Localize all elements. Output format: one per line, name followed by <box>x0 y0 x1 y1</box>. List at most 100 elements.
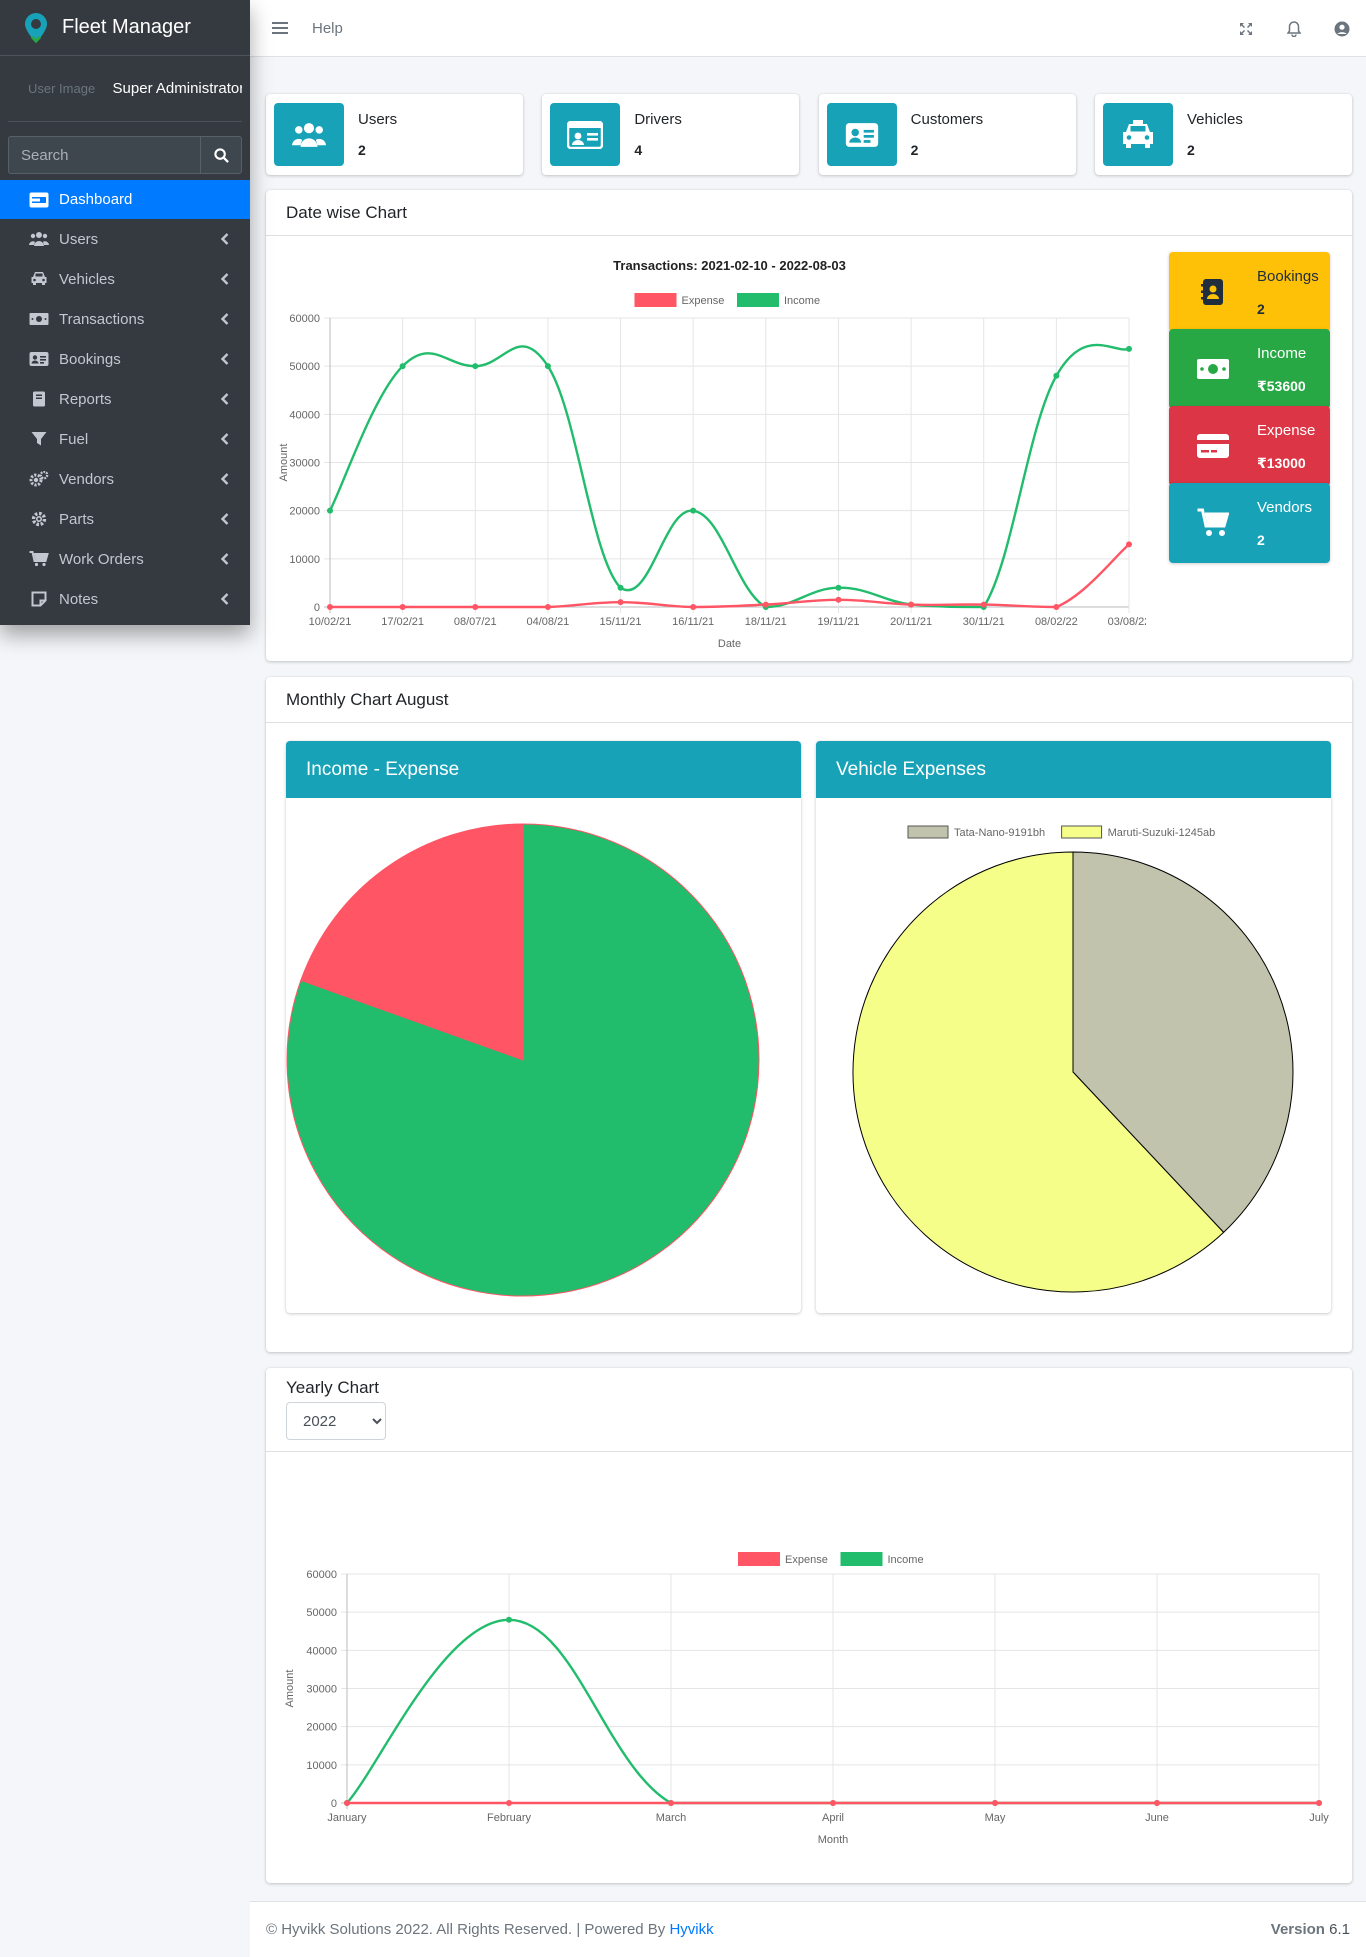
sidebar-item-transactions[interactable]: Transactions <box>0 299 250 339</box>
legend-item[interactable]: Tata-Nano-9191bh <box>907 825 1045 839</box>
money-bill-icon <box>1195 351 1231 387</box>
sidebar-item-notes[interactable]: Notes <box>0 579 250 619</box>
gear-icon <box>27 510 51 528</box>
data-point-expense[interactable] <box>617 599 624 606</box>
data-point-expense[interactable] <box>762 601 769 608</box>
data-point-expense[interactable] <box>992 1800 998 1806</box>
legend-item-expense[interactable]: Expense <box>634 293 725 307</box>
year-select[interactable]: 2022 <box>286 1402 386 1440</box>
summary-box-value: 2 <box>1257 301 1265 317</box>
pie-slice-expense[interactable] <box>300 823 524 1061</box>
info-box-label: Customers <box>910 111 984 128</box>
data-point-expense[interactable] <box>1053 604 1060 610</box>
info-box-users[interactable]: Users 2 <box>266 94 523 175</box>
help-link[interactable]: Help <box>312 19 343 37</box>
data-point-expense[interactable] <box>544 604 551 610</box>
sidebar-item-parts[interactable]: Parts <box>0 499 250 539</box>
sidebar-item-users[interactable]: Users <box>0 219 250 259</box>
data-point-income[interactable] <box>327 507 333 514</box>
x-axis-label: Month <box>818 1834 849 1846</box>
legend-swatch <box>634 293 677 307</box>
sidebar-item-work-orders[interactable]: Work Orders <box>0 539 250 579</box>
x-tick-label: January <box>327 1812 367 1824</box>
data-point-expense[interactable] <box>1154 1800 1160 1806</box>
data-point-expense[interactable] <box>327 604 333 610</box>
data-point-income[interactable] <box>1126 345 1132 352</box>
chevron-left-icon <box>220 273 229 285</box>
summary-box-vendors[interactable]: Vendors 2 <box>1169 483 1330 563</box>
data-point-income[interactable] <box>544 363 551 370</box>
fullscreen-button[interactable] <box>1222 22 1270 36</box>
legend-item-income[interactable]: Income <box>737 293 820 307</box>
data-point-income[interactable] <box>1053 372 1060 379</box>
avatar-alt-text: User Image <box>28 81 96 96</box>
data-point-income[interactable] <box>472 363 479 370</box>
version-label: Version <box>1270 1921 1325 1938</box>
sidebar-item-reports[interactable]: Reports <box>0 379 250 419</box>
y-tick-label: 20000 <box>289 506 320 518</box>
user-circle-icon <box>1334 21 1350 36</box>
sidebar-item-vendors[interactable]: Vendors <box>0 459 250 499</box>
pie-slice-income[interactable] <box>286 823 760 1297</box>
x-tick-label: June <box>1145 1812 1169 1824</box>
y-tick-label: 30000 <box>289 458 320 470</box>
data-point-income[interactable] <box>690 507 697 514</box>
data-point-expense[interactable] <box>506 1800 512 1806</box>
data-point-income[interactable] <box>835 584 842 591</box>
car-icon <box>27 270 51 288</box>
data-point-expense[interactable] <box>830 1800 836 1806</box>
data-point-expense[interactable] <box>668 1800 674 1806</box>
sidebar-item-fuel[interactable]: Fuel <box>0 419 250 459</box>
info-box-vehicles[interactable]: Vehicles 2 <box>1094 94 1352 175</box>
data-point-income[interactable] <box>506 1616 512 1623</box>
data-point-expense[interactable] <box>835 596 842 603</box>
search-button[interactable] <box>200 136 242 174</box>
search-input[interactable] <box>8 136 200 174</box>
data-point-expense[interactable] <box>1316 1800 1322 1806</box>
sidebar-item-vehicles[interactable]: Vehicles <box>0 259 250 299</box>
sidebar-item-bookings[interactable]: Bookings <box>0 339 250 379</box>
sidebar-item-dashboard[interactable]: Dashboard <box>0 180 250 219</box>
legend-item-expense[interactable]: Expense <box>738 1552 828 1566</box>
users-icon <box>27 230 51 248</box>
pie-slice-tata-nano-9191bh[interactable] <box>1072 851 1294 1234</box>
user-panel[interactable]: User Image Super Administrator <box>8 56 242 122</box>
x-tick-label: 18/11/21 <box>745 616 787 628</box>
summary-box-bookings[interactable]: Bookings 2 <box>1169 252 1330 332</box>
x-tick-label: July <box>1309 1812 1329 1824</box>
summary-box-label: Expense <box>1257 422 1316 439</box>
legend-item-income[interactable]: Income <box>840 1552 924 1566</box>
version-number: 6.1 <box>1329 1921 1350 1938</box>
notifications-button[interactable] <box>1270 20 1318 37</box>
legend-item[interactable]: Maruti-Suzuki-1245ab <box>1061 825 1216 839</box>
sidebar-item-label: Bookings <box>59 350 121 368</box>
data-point-expense[interactable] <box>1126 541 1132 548</box>
chevron-left-icon <box>220 473 229 485</box>
sidebar-search <box>8 136 242 174</box>
user-menu-button[interactable] <box>1318 21 1366 37</box>
pie-slice-maruti-suzuki-1245ab[interactable] <box>852 851 1225 1293</box>
data-point-income[interactable] <box>399 363 406 370</box>
summary-box-value: ₹53600 <box>1257 378 1306 394</box>
hyvikk-link[interactable]: Hyvikk <box>669 1921 714 1938</box>
data-point-expense[interactable] <box>908 601 915 608</box>
data-point-expense[interactable] <box>472 604 479 610</box>
user-name[interactable]: Super Administrator <box>112 80 242 97</box>
sidebar-item-label: Transactions <box>59 310 145 328</box>
data-point-expense[interactable] <box>980 601 987 608</box>
info-box-customers[interactable]: Customers 2 <box>818 94 1076 175</box>
footer: © Hyvikk Solutions 2022. All Rights Rese… <box>250 1901 1366 1957</box>
summary-box-expense[interactable]: Expense ₹13000 <box>1169 406 1330 486</box>
summary-box-income[interactable]: Income ₹53600 <box>1169 329 1330 409</box>
menu-icon[interactable] <box>272 21 288 35</box>
vehicle-expenses-pie-chart: Tata-Nano-9191bh Maruti-Suzuki-1245ab <box>852 825 1294 1293</box>
chevron-left-icon <box>220 553 229 565</box>
data-point-expense[interactable] <box>690 604 697 610</box>
data-point-expense[interactable] <box>344 1800 350 1806</box>
brand-link[interactable]: Fleet Manager <box>0 0 250 56</box>
data-point-income[interactable] <box>617 584 624 591</box>
info-box-label: Drivers <box>634 111 682 128</box>
info-box-drivers[interactable]: Drivers 4 <box>542 94 800 175</box>
data-point-expense[interactable] <box>399 604 406 610</box>
date-wise-card-title: Date wise Chart <box>266 190 1352 236</box>
